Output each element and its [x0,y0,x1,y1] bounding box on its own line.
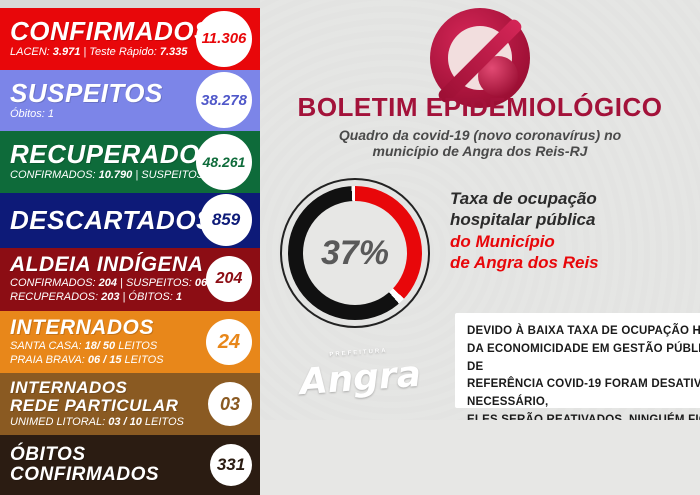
disclaimer-line-3: ELES SERÃO REATIVADOS. NINGUÉM FICARÁ DE… [467,412,700,420]
disclaimer-line-2: REFERÊNCIA COVID-19 FORAM DESATIVADOS. S… [467,376,700,412]
occupancy-percent-label: 37% [303,201,407,305]
bulletin-title: BOLETIM EPIDEMIOLÓGICO [260,92,700,123]
bulletin-title-block: BOLETIM EPIDEMIOLÓGICO Quadro da covid-1… [260,92,700,159]
stats-column: CONFIRMADOS LACEN: 3.971 | Teste Rápido:… [0,8,260,420]
occupancy-donut-chart: 37% [280,178,430,328]
stat-badge-descartados: 859 [200,194,252,246]
stat-row-confirmados: CONFIRMADOS LACEN: 3.971 | Teste Rápido:… [0,8,260,70]
stat-badge-suspeitos: 38.278 [196,72,252,128]
stat-badge-aldeia: 204 [206,256,252,302]
stat-row-suspeitos: SUSPEITOS Óbitos: 1 38.278 [0,70,260,132]
disclaimer-text-box: DEVIDO À BAIXA TAXA DE OCUPAÇÃO HOSPITAL… [455,313,700,408]
angra-city-logo: PREFEITURA Angra [273,344,446,405]
stat-row-descartados: DESCARTADOS 859 [0,193,260,248]
stat-badge-confirmados: 11.306 [196,11,252,67]
stat-row-internados: INTERNADOS SANTA CASA: 18/ 50 LEITOS PRAI… [0,311,260,374]
stat-row-aldeia: ALDEIA INDÍGENA CONFIRMADOS: 204 | SUSPE… [0,248,260,311]
epidemiological-bulletin-panel: BOLETIM EPIDEMIOLÓGICO Quadro da covid-1… [260,0,700,420]
disclaimer-line-0: DEVIDO À BAIXA TAXA DE OCUPAÇÃO HOSPITAL… [467,323,700,341]
bulletin-subtitle-1: Quadro da covid-19 (novo coronavírus) no [260,127,700,143]
stat-badge-obitos: 331 [210,444,252,486]
stat-row-obitos: ÓBITOS CONFIRMADOS 331 [0,435,260,495]
occupancy-description: Taxa de ocupação hospitalar pública do M… [450,188,680,273]
bulletin-subtitle-2: município de Angra dos Reis-RJ [260,143,700,159]
disclaimer-line-1: DA ECONOMICIDADE EM GESTÃO PÚBLICA, 30 L… [467,341,700,377]
stat-badge-recuperados: 48.261 [196,134,252,190]
stat-row-rede: INTERNADOS REDE PARTICULAR UNIMED LITORAL… [0,373,260,435]
stat-row-recuperados: RECUPERADOS CONFIRMADOS: 10.790 | SUSPEI… [0,131,260,193]
stat-badge-internados: 24 [206,319,252,365]
